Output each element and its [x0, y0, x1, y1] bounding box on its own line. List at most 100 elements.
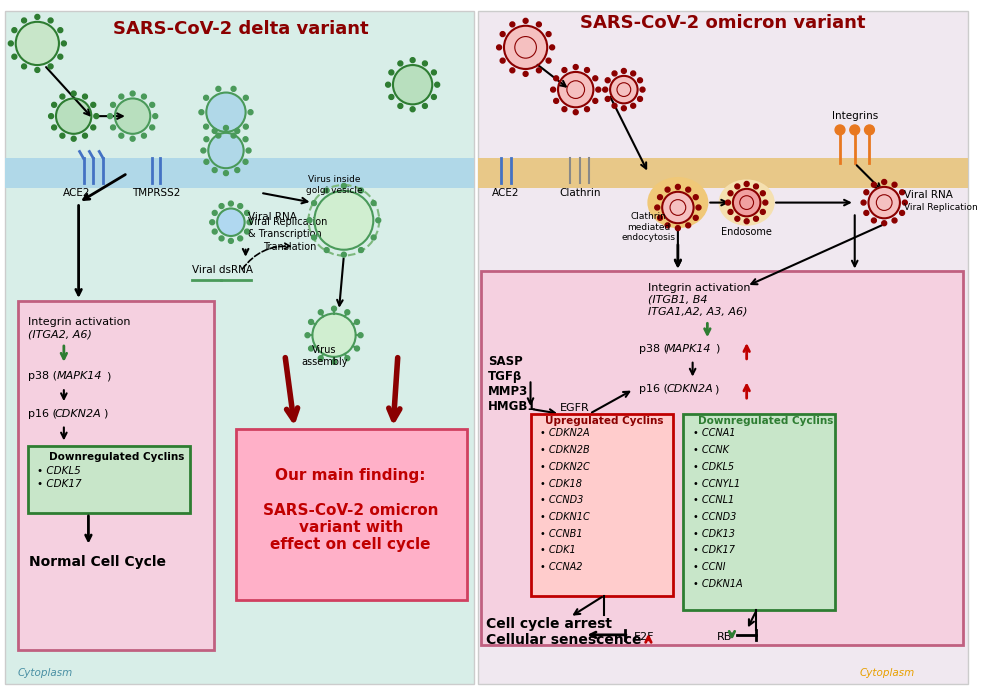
- Circle shape: [622, 69, 627, 74]
- Circle shape: [423, 61, 428, 66]
- Bar: [5, 11, 473, 684]
- Circle shape: [57, 28, 62, 33]
- Circle shape: [584, 67, 589, 72]
- Circle shape: [605, 78, 610, 83]
- Text: • CDK17: • CDK17: [38, 480, 82, 489]
- Circle shape: [389, 95, 394, 99]
- Circle shape: [553, 76, 558, 81]
- Circle shape: [631, 104, 636, 108]
- Text: Viral Replication
& Transcription: Viral Replication & Transcription: [248, 218, 327, 239]
- Text: • CCND3: • CCND3: [541, 496, 584, 505]
- Bar: [28, 446, 190, 513]
- Circle shape: [49, 64, 53, 69]
- Circle shape: [208, 133, 244, 168]
- Text: Virus inside
golgi vesicle: Virus inside golgi vesicle: [306, 175, 362, 195]
- Text: Viral RNA: Viral RNA: [248, 212, 296, 222]
- Text: ): ): [103, 409, 108, 419]
- Circle shape: [312, 201, 317, 206]
- Text: Virus
assembly: Virus assembly: [301, 345, 347, 367]
- Circle shape: [593, 99, 598, 104]
- Circle shape: [435, 82, 440, 87]
- Circle shape: [82, 133, 87, 138]
- Circle shape: [657, 215, 662, 220]
- Text: • CDKN2A: • CDKN2A: [541, 428, 590, 439]
- Text: Integrin activation: Integrin activation: [648, 283, 751, 293]
- Text: Integrins: Integrins: [832, 111, 878, 121]
- Ellipse shape: [648, 178, 708, 227]
- Circle shape: [56, 99, 91, 134]
- Bar: [18, 301, 214, 650]
- Circle shape: [201, 148, 206, 153]
- Circle shape: [693, 195, 698, 199]
- Circle shape: [22, 64, 27, 69]
- Circle shape: [332, 359, 337, 364]
- Text: Viral dsRNA: Viral dsRNA: [192, 265, 252, 275]
- Circle shape: [864, 125, 874, 135]
- Text: Viral RNA: Viral RNA: [904, 190, 952, 199]
- Text: • CDKN1C: • CDKN1C: [541, 512, 590, 522]
- Text: ): ): [106, 371, 111, 382]
- Circle shape: [142, 94, 147, 99]
- Circle shape: [111, 102, 116, 107]
- Circle shape: [61, 41, 66, 46]
- Text: Our main finding:

SARS-CoV-2 omicron
variant with
effect on cell cycle: Our main finding: SARS-CoV-2 omicron var…: [263, 468, 439, 553]
- Circle shape: [332, 306, 337, 311]
- Circle shape: [603, 87, 608, 92]
- Circle shape: [861, 200, 866, 205]
- Text: p16 (: p16 (: [28, 409, 56, 419]
- Circle shape: [319, 310, 323, 315]
- Circle shape: [204, 95, 209, 100]
- Text: • CDKN1A: • CDKN1A: [693, 579, 742, 589]
- Text: • CCNB1: • CCNB1: [541, 529, 583, 539]
- Circle shape: [733, 189, 760, 216]
- Text: (ITGB1, B4: (ITGB1, B4: [648, 295, 708, 305]
- Circle shape: [523, 18, 528, 24]
- Circle shape: [410, 58, 415, 63]
- Text: • CDKN2B: • CDKN2B: [541, 445, 590, 455]
- Text: • CDK13: • CDK13: [693, 529, 735, 539]
- Text: RB: RB: [717, 632, 733, 641]
- Ellipse shape: [720, 181, 773, 224]
- Circle shape: [219, 204, 224, 208]
- Circle shape: [550, 87, 555, 92]
- Text: Clathrin: Clathrin: [559, 188, 600, 197]
- Circle shape: [675, 184, 680, 189]
- Circle shape: [868, 187, 900, 218]
- Text: ): ): [714, 384, 719, 394]
- Text: • CCNL1: • CCNL1: [693, 496, 734, 505]
- Circle shape: [605, 97, 610, 101]
- Circle shape: [224, 171, 229, 176]
- Text: Downregulated Cyclins: Downregulated Cyclins: [698, 416, 833, 425]
- Circle shape: [130, 136, 135, 141]
- Bar: [5, 158, 473, 188]
- Circle shape: [247, 148, 251, 153]
- Text: SASP
TGFβ
MMP3
HMGB1: SASP TGFβ MMP3 HMGB1: [488, 355, 537, 413]
- Circle shape: [204, 159, 209, 164]
- Text: MAPK14: MAPK14: [57, 371, 103, 382]
- Text: TMPRSS2: TMPRSS2: [132, 188, 180, 197]
- Circle shape: [641, 87, 644, 92]
- Circle shape: [152, 114, 157, 119]
- Text: (ITGA2, A6): (ITGA2, A6): [28, 329, 91, 339]
- Circle shape: [8, 41, 13, 46]
- Bar: [531, 414, 673, 596]
- Circle shape: [728, 209, 733, 214]
- Circle shape: [900, 211, 905, 215]
- Circle shape: [665, 223, 670, 228]
- Circle shape: [726, 200, 731, 205]
- Text: • CCNA1: • CCNA1: [693, 428, 736, 439]
- Circle shape: [665, 187, 670, 192]
- Circle shape: [735, 216, 740, 221]
- Circle shape: [654, 205, 659, 210]
- Circle shape: [612, 71, 617, 76]
- Circle shape: [610, 76, 638, 104]
- Bar: [236, 429, 466, 600]
- Bar: [683, 414, 836, 610]
- Circle shape: [315, 191, 373, 250]
- Circle shape: [398, 104, 403, 108]
- Text: Upregulated Cyclins: Upregulated Cyclins: [545, 416, 663, 425]
- Circle shape: [537, 68, 542, 73]
- Circle shape: [423, 104, 428, 108]
- Circle shape: [358, 247, 363, 252]
- Circle shape: [35, 15, 40, 19]
